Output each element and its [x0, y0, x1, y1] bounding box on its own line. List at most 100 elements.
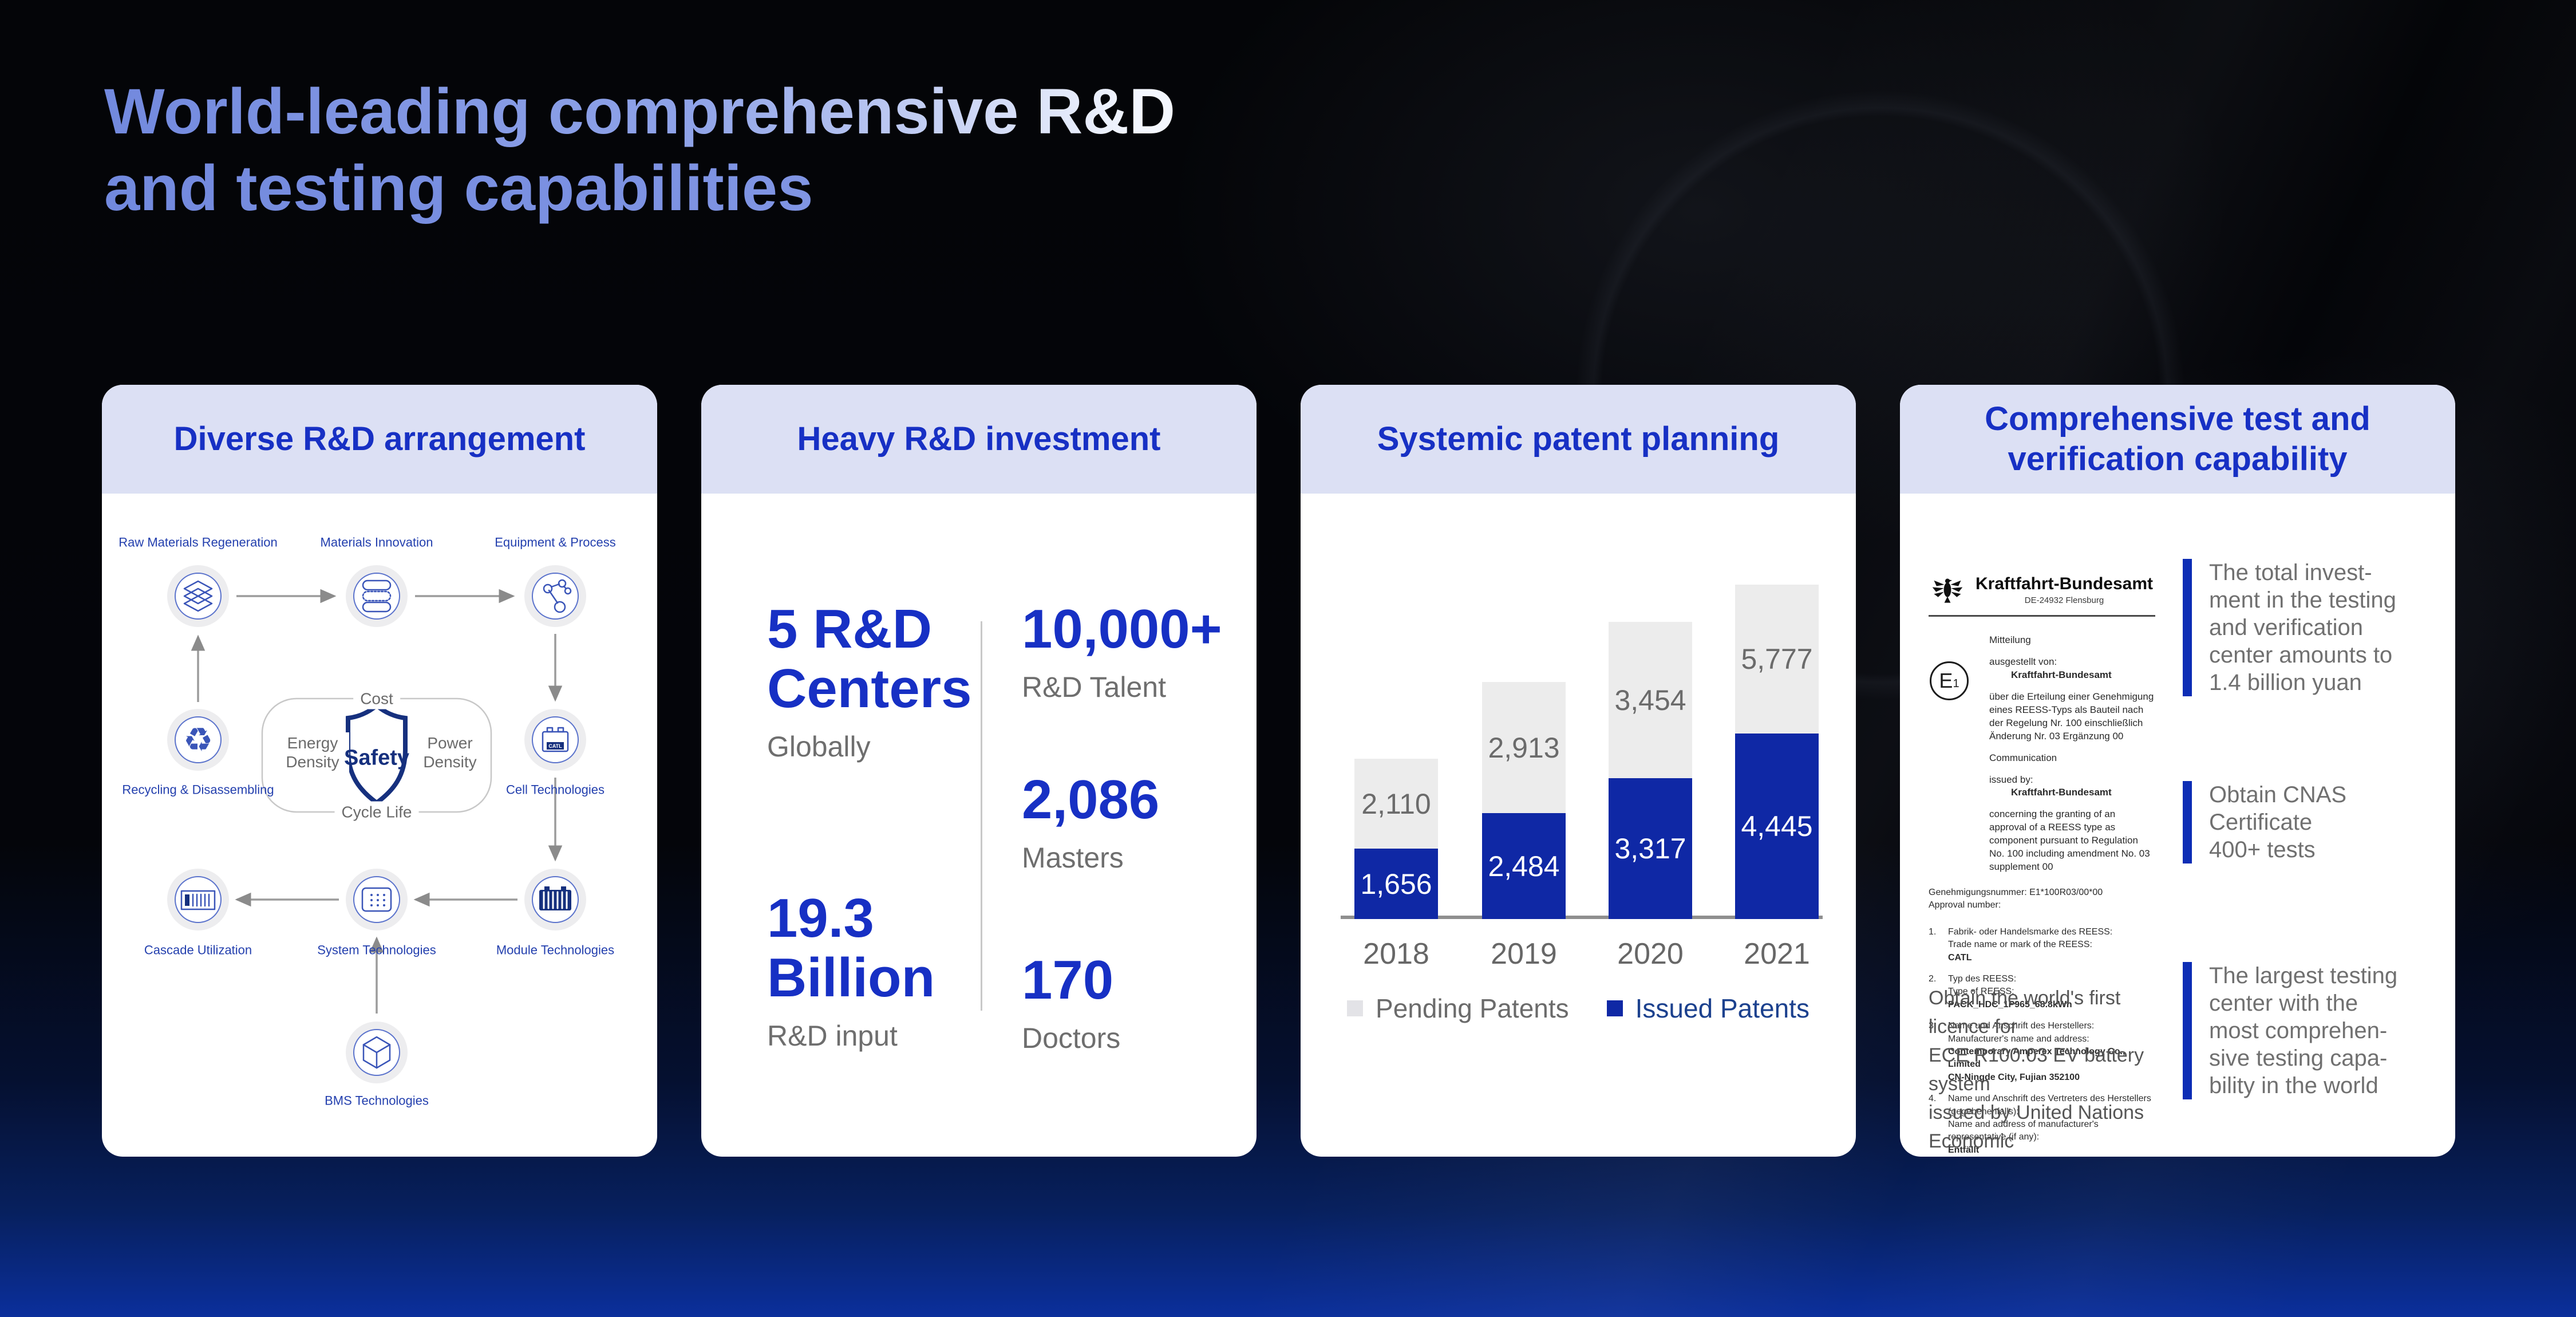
stat-rd-talent-line1: 10,000+ — [1022, 598, 1222, 660]
node-label-module: Module Technologies — [496, 943, 615, 957]
stat-doctors-line1: 170 — [1022, 949, 1114, 1011]
layers-icon — [183, 580, 213, 612]
card1-title: Diverse R&D arrangement — [173, 420, 586, 458]
highlight-largest-center-accent-bar — [2183, 962, 2192, 1099]
issued-legend-swatch — [1606, 1000, 1623, 1016]
cert-ausgestellt-label: ausgestellt von: — [1989, 656, 2057, 667]
hl1-line5: 1.4 billion yuan — [2209, 670, 2362, 695]
hl3-line2: center with the — [2209, 991, 2358, 1016]
card4-title-line2: verification capability — [2008, 440, 2348, 478]
loop-label-cycle-life: Cycle Life — [334, 801, 419, 823]
card-test-verification: Comprehensive test and verification capa… — [1900, 385, 2455, 1157]
card3-body: Pending Patents Issued Patents 2,110 1,65… — [1301, 494, 1856, 1157]
certificate-location: DE-24932 Flensburg — [2024, 596, 2104, 605]
patent-chart: Pending Patents Issued Patents 2,110 1,65… — [1301, 494, 1856, 1157]
cert-item-4-line2: Name and address of manufacturer's repre… — [1948, 1119, 2099, 1142]
highlight-cnas: Obtain CNAS Certificate 400+ tests — [2183, 781, 2346, 863]
system-pack-icon — [361, 887, 392, 912]
cert-item-3-num: 3. — [1929, 1021, 1937, 1031]
cert-item-2-line2: Type of REESS: — [1948, 987, 2014, 997]
hl3-line4: sive testing capa- — [2209, 1046, 2388, 1071]
pending-segment-2021: 5,777 — [1735, 585, 1819, 734]
issued-segment-2020: 3,317 — [1609, 778, 1692, 919]
stacked-bar-2019: 2,913 2,484 — [1482, 682, 1566, 919]
bms-cube-icon — [362, 1036, 391, 1069]
issued-value-label-2019: 2,484 — [1488, 850, 1560, 882]
cert-item-3-line1: Name und Anschrift des Herstellers: — [1948, 1021, 2095, 1031]
issued-legend-label: Issued Patents — [1635, 993, 1809, 1023]
stat-masters-label: Masters — [1022, 842, 1124, 874]
footnote-line1: Obtain the world's first licence for — [1929, 987, 2121, 1038]
battery-cell-icon: CATL — [542, 727, 569, 752]
node-label-raw-materials: Raw Materials Regeneration — [118, 535, 278, 550]
cell-technologies-circle — [524, 709, 586, 771]
cert-item-2-num: 2. — [1929, 974, 1937, 984]
cascade-circle — [167, 869, 229, 930]
cert-issued-label: issued by: — [1989, 774, 2033, 785]
legend-item-pending: Pending Patents — [1347, 993, 1569, 1024]
stacked-bar-2020: 3,454 3,317 — [1609, 622, 1692, 919]
pending-value-label-2019: 2,913 — [1488, 731, 1560, 764]
stat-masters-value: 2,086 — [1022, 770, 1159, 830]
cert-item-1-lines: Fabrik- oder Handelsmarke des REESS: Tra… — [1948, 926, 2112, 964]
svg-text:♻: ♻ — [183, 721, 213, 759]
cert-item-4-lines: Name und Anschrift des Vertreters des He… — [1948, 1093, 2155, 1157]
loop-label-cost: Cost — [353, 688, 400, 709]
cert-mitteilung: Mitteilung — [1989, 634, 2031, 645]
stat-rd-centers-label: Globally — [767, 731, 871, 763]
year-label-2020: 2020 — [1617, 937, 1684, 971]
pending-value-label-2020: 3,454 — [1614, 684, 1686, 716]
stat-doctors-label: Doctors — [1022, 1022, 1121, 1054]
shield-label-safety: Safety — [343, 746, 410, 770]
cert-approval-de: Genehmigungsnummer: E1*100R03/00*00 — [1929, 888, 2103, 898]
pending-value-label-2021: 5,777 — [1741, 643, 1813, 675]
stat-rd-talent: 10,000+ R&D Talent — [1022, 600, 1222, 704]
cert-item-2-line1: Typ des REESS: — [1948, 974, 2017, 984]
cert-item-3: 3. Name und Anschrift des Herstellers: M… — [1929, 1020, 2155, 1084]
cards-row: Diverse R&D arrangement — [102, 385, 2455, 1157]
node-label-system: System Technologies — [317, 943, 436, 957]
stats-column-divider — [981, 621, 982, 1011]
stat-rd-input-label: R&D input — [767, 1020, 898, 1052]
stacked-layers-icon — [362, 579, 392, 613]
robot-arm-icon — [543, 579, 572, 613]
stat-rd-centers-line1: 5 R&D — [767, 598, 933, 660]
certificate-rule — [1929, 615, 2155, 617]
page-title-line1: World-leading comprehensive R&D — [104, 73, 1175, 150]
pending-legend-label: Pending Patents — [1376, 993, 1569, 1023]
card-systemic-patent-planning: Systemic patent planning Pending Patents… — [1301, 385, 1856, 1157]
issued-segment-2021: 4,445 — [1735, 734, 1819, 919]
cert-item-1-line2: Trade name or mark of the REESS: — [1948, 940, 2092, 950]
hl1-line2: ment in the testing — [2209, 587, 2396, 613]
highlight-largest-center-text: The largest testing center with the most… — [2209, 962, 2397, 1099]
hl1-line4: center amounts to — [2209, 642, 2393, 668]
rd-cycle-diagram: ♻ CATL — [102, 494, 657, 1157]
footnote-line3: issued by United Nations Economic — [1929, 1102, 2144, 1152]
loop-label-energy-density: Energy Density — [276, 732, 349, 772]
card-heavy-rd-investment: Heavy R&D investment 5 R&D Centers Globa… — [701, 385, 1257, 1157]
card4-title-line1: Comprehensive test and — [1985, 400, 2370, 437]
ece-licence-note: Obtain the world's first licence for ECE… — [1929, 984, 2180, 1157]
cert-item-1-line3: CATL — [1948, 952, 1972, 963]
recycling-circle — [167, 709, 229, 771]
cert-ausgestellt-value: Kraftfahrt-Bundesamt — [2011, 669, 2112, 680]
card4-title: Comprehensive test and verification capa… — [1985, 399, 2370, 479]
cert-item-1-num: 1. — [1929, 926, 1937, 937]
card3-title: Systemic patent planning — [1377, 420, 1780, 458]
node-label-recycling: Recycling & Disassembling — [122, 782, 274, 797]
cert-en-paragraph: concerning the granting of an approval o… — [1989, 809, 2150, 873]
issued-value-label-2021: 4,445 — [1741, 810, 1813, 842]
materials-innovation-circle — [346, 565, 408, 627]
power-line1: Power — [427, 734, 473, 752]
card3-header: Systemic patent planning — [1301, 385, 1856, 494]
cert-item-3-line3: Contemporary Amperex Technology Co., Lim… — [1948, 1046, 2125, 1070]
cascade-rack-icon — [180, 890, 216, 910]
footnote-line4: Commission for Europe — [1929, 1156, 2180, 1157]
stat-rd-centers-value: 5 R&D Centers — [767, 600, 971, 719]
cert-de-paragraph: über die Erteilung einer Genehmigung ein… — [1989, 691, 2154, 742]
issued-value-label-2020: 3,317 — [1614, 833, 1686, 865]
cert-item-4-num: 4. — [1929, 1094, 1937, 1104]
certificate-head: Kraftfahrt-Bundesamt DE-24932 Flensburg — [1929, 574, 2155, 606]
year-label-2021: 2021 — [1744, 937, 1810, 971]
